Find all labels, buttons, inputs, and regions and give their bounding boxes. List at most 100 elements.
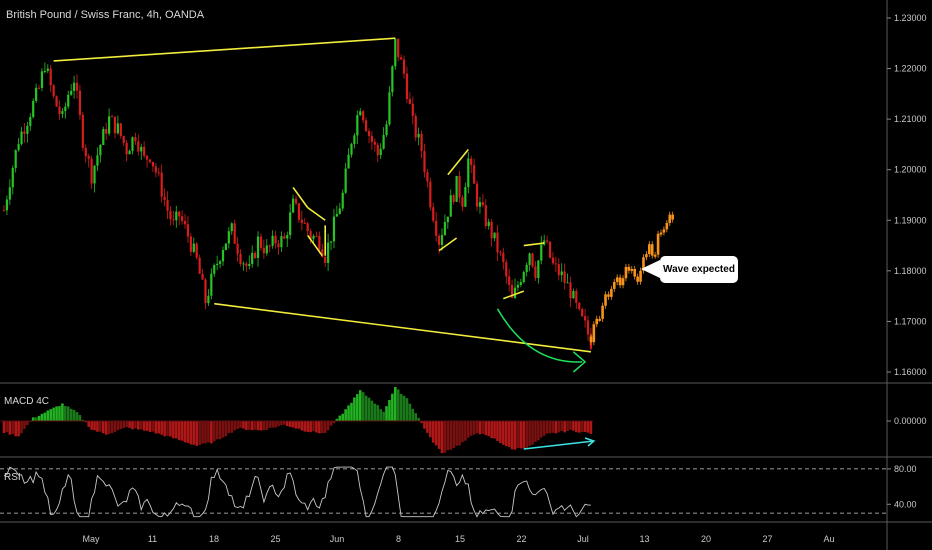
candle-down — [321, 249, 324, 257]
candle-up — [224, 243, 228, 250]
macd-bar — [583, 421, 587, 433]
candle-up — [230, 223, 233, 232]
macd-bar — [429, 421, 432, 438]
macd-bar — [236, 421, 239, 429]
macd-bar — [262, 421, 266, 431]
candle-up — [20, 131, 23, 145]
macd-bar — [426, 421, 429, 433]
candle-up — [455, 176, 458, 202]
macd-pane-label: MACD 4C — [4, 396, 50, 407]
candle-down — [429, 181, 432, 208]
candle-down — [554, 263, 557, 265]
macd-bar — [464, 421, 467, 441]
macd-bar — [31, 417, 35, 421]
candle-up — [388, 92, 391, 125]
candle-down — [364, 120, 368, 132]
candle-down — [373, 141, 376, 145]
macd-bar — [493, 421, 496, 439]
candle-down — [163, 196, 166, 201]
macd-bar — [347, 405, 350, 421]
candle-up — [108, 116, 111, 134]
macd-bar — [169, 421, 172, 437]
candle-down — [420, 133, 423, 152]
candle-down — [318, 235, 321, 250]
macd-bar — [2, 421, 6, 434]
macd-bar — [525, 421, 528, 448]
rsi-tick-label: 40.00 — [894, 499, 917, 509]
candle-up — [17, 144, 20, 151]
macd-bar — [569, 421, 572, 430]
candle-up — [218, 261, 222, 264]
macd-bar — [183, 421, 187, 443]
macd-bar — [210, 421, 213, 444]
macd-bar — [446, 421, 450, 451]
candle-up — [8, 187, 11, 200]
macd-bar — [487, 421, 491, 437]
candle-down — [268, 245, 271, 247]
macd-bar — [370, 400, 374, 421]
forecast-candle — [668, 214, 672, 223]
candle-up — [543, 240, 546, 245]
macd-bar — [285, 421, 289, 427]
macd-bar — [326, 421, 330, 431]
time-tick-label: 27 — [762, 534, 772, 544]
candle-down — [201, 273, 204, 280]
candle-down — [569, 282, 572, 299]
candle-down — [505, 262, 508, 277]
candle-up — [14, 150, 17, 168]
macd-bar — [379, 409, 382, 421]
macd-bar — [323, 421, 327, 433]
wave-expected-callout[interactable]: Wave expected — [660, 256, 738, 283]
macd-bar — [335, 418, 339, 421]
candle-up — [26, 125, 29, 134]
macd-bar — [154, 421, 158, 434]
candle-down — [563, 271, 566, 283]
curved-arrow-head — [572, 351, 587, 373]
candle-down — [300, 219, 303, 223]
candle-down — [55, 96, 58, 107]
candle-up — [248, 264, 251, 266]
candle-down — [259, 236, 263, 248]
candle-down — [277, 243, 280, 248]
time-tick-label: 13 — [639, 534, 649, 544]
candle-down — [294, 198, 298, 204]
macd-bar — [227, 421, 231, 434]
candle-down — [461, 197, 464, 207]
macd-bar — [353, 397, 356, 421]
macd-bar — [367, 397, 371, 421]
candle-down — [105, 128, 108, 134]
macd-bar — [58, 406, 61, 421]
candle-down — [475, 183, 479, 207]
candle-down — [84, 147, 87, 157]
macd-bar — [551, 421, 555, 433]
forecast-candle — [639, 270, 642, 282]
flag-line — [307, 206, 326, 221]
callout-pointer — [641, 260, 660, 278]
macd-bar — [402, 395, 406, 421]
candle-up — [67, 94, 70, 107]
macd-bar — [542, 421, 546, 436]
candle-up — [216, 263, 219, 266]
macd-bar — [66, 406, 70, 421]
candle-down — [575, 290, 578, 303]
macd-bar — [586, 421, 590, 433]
macd-bar — [128, 421, 131, 428]
macd-bar — [46, 410, 50, 421]
candle-down — [75, 82, 79, 91]
candle-up — [131, 137, 134, 151]
macd-bar — [329, 421, 333, 426]
candle-down — [233, 223, 236, 244]
forecast-series — [589, 211, 674, 346]
price-tick-label: 1.20000 — [894, 165, 927, 175]
macd-bar — [388, 399, 391, 421]
candle-down — [408, 99, 411, 104]
candle-down — [397, 38, 400, 58]
candle-down — [186, 224, 190, 237]
macd-bar — [522, 421, 526, 449]
candle-down — [400, 57, 403, 60]
candle-down — [402, 59, 406, 74]
candle-up — [335, 213, 338, 217]
macd-bar — [452, 421, 455, 449]
macd-bar — [93, 421, 96, 431]
